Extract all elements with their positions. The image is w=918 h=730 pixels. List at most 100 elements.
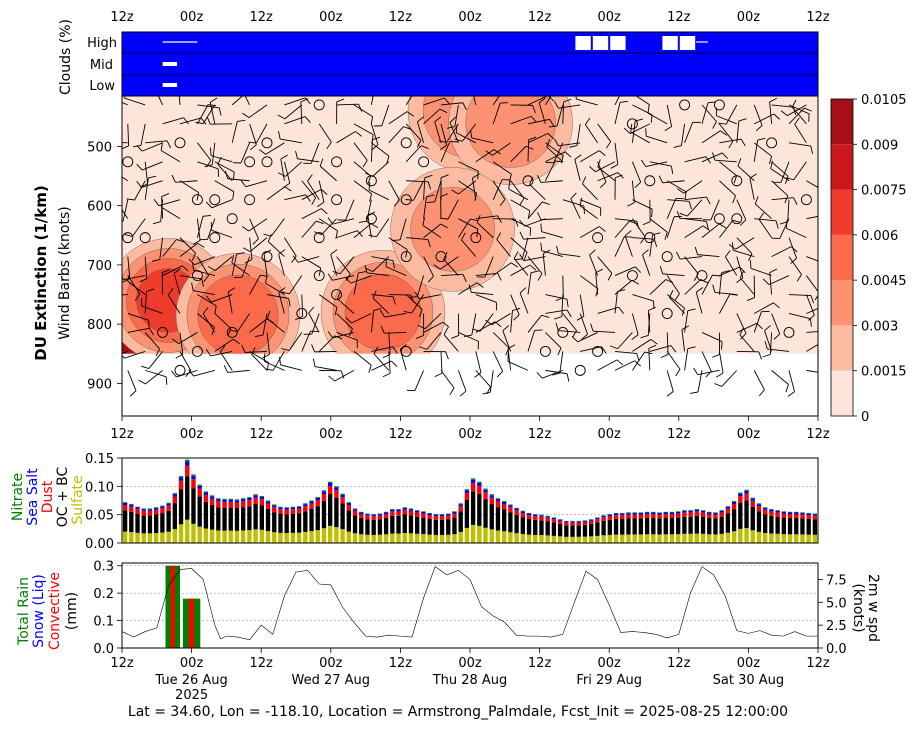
aerosol-bar-sea-salt [129,504,134,507]
aerosol-bar-dust [545,517,550,522]
aerosol-bar-oc-bc [464,499,470,528]
aerosol-bar-sea-salt [439,514,445,517]
wind-barb-staff [719,123,734,142]
wind-barb-staff [479,313,494,332]
wind-barb-staff [311,313,320,335]
wind-barb-flag [160,199,164,208]
high-cloud-block [575,36,591,50]
wind-barb-staff [423,256,434,277]
colorbar-swatch [831,189,853,235]
aerosol-bar-dust [427,515,432,519]
wind-barb-staff [196,216,204,238]
wind-barb-staff [714,291,737,295]
aerosol-bar-nitrate [228,498,233,500]
wind-barb-staff [507,348,512,371]
colorbar-tick-label: 0.009 [861,138,898,153]
wind-barb-staff [127,327,150,333]
wind-barb-staff [635,96,651,106]
wind-barb-flag [197,242,205,248]
wind-barb-staff [458,332,479,342]
wind-barb-flag [538,97,546,104]
wind-barb-staff [523,237,546,240]
aerosol-bar-oc-bc [775,516,780,534]
wind-barb-flag [607,273,613,281]
aerosol-bar-sulfate [421,534,426,543]
aerosol-bar-nitrate [141,508,146,510]
wind-barb-flag [280,154,288,160]
wind-barb-staff [719,293,731,314]
aerosol-bar-dust [526,515,532,519]
wind-barb-staff [353,123,374,136]
aerosol-bar-oc-bc [352,515,358,534]
top-time-label: 12z [806,10,830,25]
wind-barb-flag [541,314,550,318]
wind-barb-staff [768,275,790,286]
wind-barb-staff [544,160,556,181]
aerosol-bar-sea-salt [545,516,550,518]
aerosol-bar-nitrate [203,491,209,493]
top-time-label: 12z [250,10,274,25]
wind-barb-staff [732,249,755,258]
colorbar-tick-label: 0.0045 [861,274,907,289]
wind-barb-staff [666,351,681,370]
aerosol-bar-sulfate [452,534,457,543]
wind-barb-flag [702,225,710,231]
aerosol-bar-dust [309,503,314,509]
aerosol-bar-oc-bc [576,525,581,537]
wind-barb-staff [719,220,734,238]
wind-barb-staff [423,97,445,106]
aerosol-bar-dust [147,510,153,516]
wind-barb-flag [426,201,435,203]
aerosol-bar-oc-bc [160,513,165,533]
aerosol-bar-oc-bc [185,476,190,520]
mid-time-label: 12z [110,427,134,442]
aerosol-bar-sulfate [794,534,799,543]
aerosol-bar-nitrate [359,511,364,513]
aerosol-bar-nitrate [346,502,351,504]
wind-barb-flag [149,328,155,336]
wind-barb-flag [650,114,653,123]
wind-barb-staff [454,104,459,127]
wind-barb-staff [542,253,546,276]
wind-barb-staff [193,290,215,295]
aerosol-bar-sulfate [632,534,637,543]
aerosol-yaxis: 0.150.100.050.00 [85,452,122,552]
wind-barb-staff [632,218,646,237]
wind-barb-flag [537,273,543,281]
wind-barb-flag [129,390,137,397]
wind-barb-flag [513,251,519,259]
aerosol-bar-nitrate [328,481,333,484]
aerosol-bar-nitrate [526,512,532,514]
wind-barb-flag [451,335,459,339]
wind-barb-staff [144,161,149,184]
aerosol-bar-dust [383,514,389,519]
wind-barb-flag [618,306,624,314]
wind-barb-flag [392,239,401,241]
wind-barb-staff [754,218,777,222]
aerosol-bar-sulfate [390,533,395,543]
aerosol-tick-label: 0.15 [85,452,114,467]
wind-barb-flag [206,116,211,125]
aerosol-bar-sulfate [502,531,507,543]
aerosol-bar-sea-salt [787,512,793,515]
date-sublabel: 2025 [175,688,208,703]
aerosol-bar-sulfate [265,531,271,543]
aerosol-bar-sulfate [557,536,563,543]
wind-barb-staff [127,313,149,321]
wind-barb-staff [334,369,355,382]
wind-barb-flag [267,234,272,242]
wind-barb-staff [411,294,424,314]
wind-barb-staff [576,98,598,106]
wind-barb-staff [562,275,564,298]
aerosol-bar-oc-bc [607,519,612,535]
wind-barb-staff [440,102,463,106]
aerosol-bar-sulfate [613,534,619,543]
wind-barb-flag [151,259,160,262]
wind-barb-staff [284,97,306,106]
aerosol-bar-sulfate [197,526,202,543]
aerosol-bar-oc-bc [800,518,805,535]
wind-barb-flag [658,175,664,184]
aerosol-bar-sulfate [812,534,818,543]
wind-barb-flag [427,181,432,190]
bottom-time-axis: 12z 00z 12z 00z 12z 00z 12z 00z 12z 00z 12z [110,648,830,671]
